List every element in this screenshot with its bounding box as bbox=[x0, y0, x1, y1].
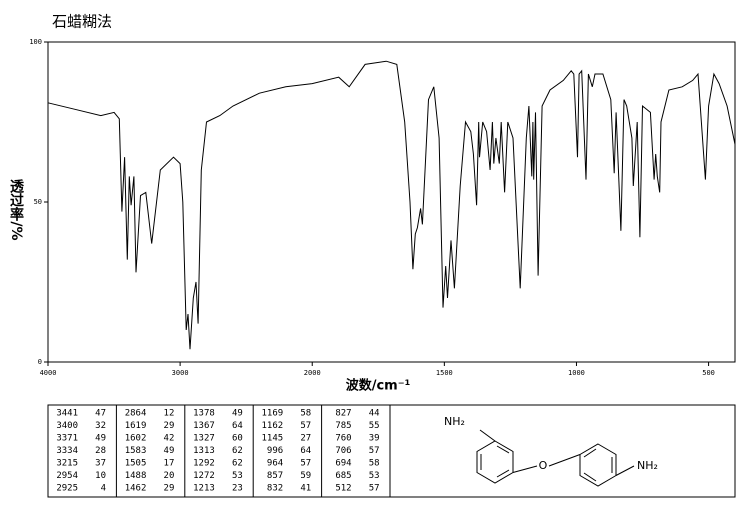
peak-transmittance: 28 bbox=[95, 446, 106, 456]
y-tick-label: 0 bbox=[38, 358, 42, 366]
peak-wavenumber: 3215 bbox=[56, 459, 78, 469]
peak-wavenumber: 685 bbox=[335, 471, 351, 481]
peak-transmittance: 57 bbox=[300, 459, 311, 469]
peak-transmittance: 49 bbox=[95, 434, 106, 444]
peak-transmittance: 41 bbox=[300, 484, 311, 494]
peak-transmittance: 53 bbox=[232, 471, 243, 481]
structure-label: NH₂ bbox=[637, 459, 658, 472]
x-tick-label: 1000 bbox=[568, 369, 585, 377]
x-tick-label: 4000 bbox=[40, 369, 57, 377]
peak-transmittance: 58 bbox=[300, 409, 311, 419]
peak-wavenumber: 996 bbox=[267, 446, 283, 456]
peak-wavenumber: 827 bbox=[335, 409, 351, 419]
y-tick-label: 100 bbox=[29, 38, 42, 46]
peak-wavenumber: 3400 bbox=[56, 421, 78, 431]
peak-wavenumber: 964 bbox=[267, 459, 283, 469]
peak-transmittance: 29 bbox=[164, 484, 175, 494]
x-tick-label: 3000 bbox=[172, 369, 189, 377]
peak-transmittance: 53 bbox=[369, 471, 380, 481]
peak-transmittance: 55 bbox=[369, 421, 380, 431]
peak-transmittance: 4 bbox=[101, 484, 106, 494]
peak-transmittance: 62 bbox=[232, 459, 243, 469]
peak-transmittance: 64 bbox=[300, 446, 311, 456]
x-tick-label: 2000 bbox=[304, 369, 321, 377]
x-axis-label: 波数/cm⁻¹ bbox=[346, 378, 411, 394]
peak-wavenumber: 2925 bbox=[56, 484, 78, 494]
peak-wavenumber: 1213 bbox=[193, 484, 215, 494]
peak-transmittance: 49 bbox=[164, 446, 175, 456]
peak-transmittance: 27 bbox=[300, 434, 311, 444]
peak-wavenumber: 1583 bbox=[125, 446, 147, 456]
peak-wavenumber: 2954 bbox=[56, 471, 78, 481]
peak-wavenumber: 857 bbox=[267, 471, 283, 481]
structure-frame bbox=[389, 404, 736, 498]
peak-transmittance: 59 bbox=[300, 471, 311, 481]
peak-wavenumber: 1145 bbox=[262, 434, 284, 444]
peak-transmittance: 17 bbox=[164, 459, 175, 469]
peak-wavenumber: 1169 bbox=[262, 409, 284, 419]
peak-wavenumber: 1367 bbox=[193, 421, 215, 431]
peak-transmittance: 37 bbox=[95, 459, 106, 469]
structure-label: O bbox=[539, 459, 548, 472]
peak-wavenumber: 1488 bbox=[125, 471, 147, 481]
peak-wavenumber: 512 bbox=[335, 484, 351, 494]
peak-wavenumber: 1462 bbox=[125, 484, 147, 494]
structure-label: NH₂ bbox=[444, 415, 465, 428]
y-tick-label: 50 bbox=[34, 198, 42, 206]
peak-wavenumber: 760 bbox=[335, 434, 351, 444]
peak-wavenumber: 1292 bbox=[193, 459, 215, 469]
peak-wavenumber: 832 bbox=[267, 484, 283, 494]
x-tick-label: 1500 bbox=[436, 369, 453, 377]
peak-transmittance: 29 bbox=[164, 421, 175, 431]
peak-wavenumber: 694 bbox=[335, 459, 351, 469]
peak-transmittance: 20 bbox=[164, 471, 175, 481]
peak-transmittance: 10 bbox=[95, 471, 106, 481]
chart-title: 石蜡糊法 bbox=[52, 13, 112, 31]
peak-transmittance: 49 bbox=[232, 409, 243, 419]
peak-transmittance: 58 bbox=[369, 459, 380, 469]
peak-wavenumber: 785 bbox=[335, 421, 351, 431]
peak-transmittance: 57 bbox=[369, 446, 380, 456]
peak-wavenumber: 3371 bbox=[56, 434, 78, 444]
plot-frame bbox=[47, 41, 736, 363]
structure bbox=[476, 429, 635, 487]
peak-wavenumber: 2864 bbox=[125, 409, 147, 419]
peak-transmittance: 32 bbox=[95, 421, 106, 431]
peak-transmittance: 44 bbox=[369, 409, 380, 419]
peak-wavenumber: 3334 bbox=[56, 446, 78, 456]
peak-wavenumber: 1619 bbox=[125, 421, 147, 431]
peak-transmittance: 62 bbox=[232, 446, 243, 456]
peak-wavenumber: 1327 bbox=[193, 434, 215, 444]
peak-transmittance: 12 bbox=[164, 409, 175, 419]
y-axis-label: 透过率/% bbox=[8, 179, 24, 240]
peak-wavenumber: 706 bbox=[335, 446, 351, 456]
peak-wavenumber: 3441 bbox=[56, 409, 78, 419]
peak-wavenumber: 1272 bbox=[193, 471, 215, 481]
peak-wavenumber: 1505 bbox=[125, 459, 147, 469]
peak-transmittance: 57 bbox=[369, 484, 380, 494]
peak-transmittance: 64 bbox=[232, 421, 243, 431]
peak-transmittance: 39 bbox=[369, 434, 380, 444]
peak-wavenumber: 1378 bbox=[193, 409, 215, 419]
peak-transmittance: 47 bbox=[95, 409, 106, 419]
peak-transmittance: 23 bbox=[232, 484, 243, 494]
peak-transmittance: 42 bbox=[164, 434, 175, 444]
x-tick-label: 500 bbox=[702, 369, 715, 377]
peak-transmittance: 60 bbox=[232, 434, 243, 444]
spectrum-line bbox=[47, 60, 736, 350]
peak-wavenumber: 1602 bbox=[125, 434, 147, 444]
peak-wavenumber: 1313 bbox=[193, 446, 215, 456]
peak-transmittance: 57 bbox=[300, 421, 311, 431]
peak-wavenumber: 1162 bbox=[262, 421, 284, 431]
